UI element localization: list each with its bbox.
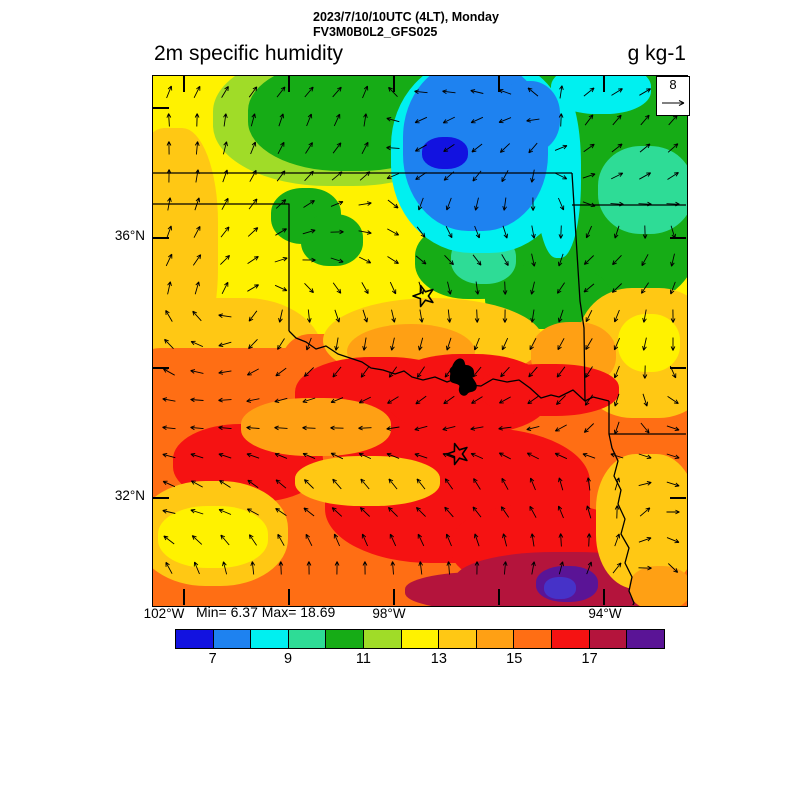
field-region: [618, 314, 680, 372]
field-region: [495, 81, 560, 153]
city-star-south: [446, 442, 468, 466]
colorbar-tick-label: 17: [581, 651, 598, 667]
colorbar-segment: [176, 630, 214, 648]
minmax-stats: Min= 6.37 Max= 18.69: [196, 604, 336, 620]
colorbar-tick-label: 11: [355, 651, 371, 667]
field-region: [598, 146, 687, 234]
datetime-title: 2023/7/10/10UTC (4LT), Monday: [313, 10, 499, 24]
colorbar-segment: [589, 630, 628, 648]
axis-ticks: [153, 76, 686, 605]
field-region: [422, 137, 468, 169]
colorbar-tick-label: 13: [430, 651, 447, 667]
lake-texoma: [449, 358, 477, 396]
lon-tick-label: 94°W: [588, 606, 622, 621]
colorbar: [175, 629, 665, 649]
colorbar-segment: [251, 630, 289, 648]
city-star-north: [412, 284, 434, 308]
field-region: [295, 456, 440, 506]
field-region: [479, 364, 619, 416]
reference-vector-value: 8: [669, 77, 677, 92]
colorbar-segment: [288, 630, 327, 648]
colorbar-tick-label: 7: [208, 651, 217, 667]
reference-vector-arrow-icon: [662, 100, 685, 106]
field-region: [301, 214, 363, 266]
colorbar-segment: [213, 630, 252, 648]
field-region: [551, 76, 651, 114]
city-star-markers: [412, 284, 468, 466]
field-region: [241, 398, 391, 456]
map-plot-area: [152, 75, 688, 607]
model-title: FV3M0B0L2_GFS025: [313, 25, 438, 39]
colorbar-segment: [401, 630, 440, 648]
colorbar-segment: [439, 630, 477, 648]
colorbar-segment: [627, 630, 664, 648]
colorbar-segment: [326, 630, 365, 648]
red-river-border: [288, 330, 610, 402]
field-title: 2m specific humidity: [154, 42, 344, 65]
map-overlay: [153, 76, 686, 605]
colorbar-segment: [476, 630, 515, 648]
colorbar-tick-label: 15: [506, 651, 523, 667]
lat-tick-label: 32°N: [114, 488, 145, 503]
title-block: 2023/7/10/10UTC (4LT), Monday FV3M0B0L2_…: [313, 10, 499, 40]
colorbar-segment: [552, 630, 590, 648]
lon-tick-label: 98°W: [372, 606, 406, 621]
state-borders: [153, 172, 686, 605]
units-label: g kg-1: [627, 42, 686, 65]
field-region: [544, 577, 576, 599]
colorbar-segment: [364, 630, 402, 648]
reference-vector-box: 8: [656, 76, 690, 116]
colorbar-tick-label: 9: [284, 651, 293, 667]
wind-vectors: [162, 85, 680, 575]
colorbar-segment: [514, 630, 553, 648]
lat-tick-label: 36°N: [114, 228, 145, 243]
lon-tick-label: 102°W: [143, 606, 185, 621]
